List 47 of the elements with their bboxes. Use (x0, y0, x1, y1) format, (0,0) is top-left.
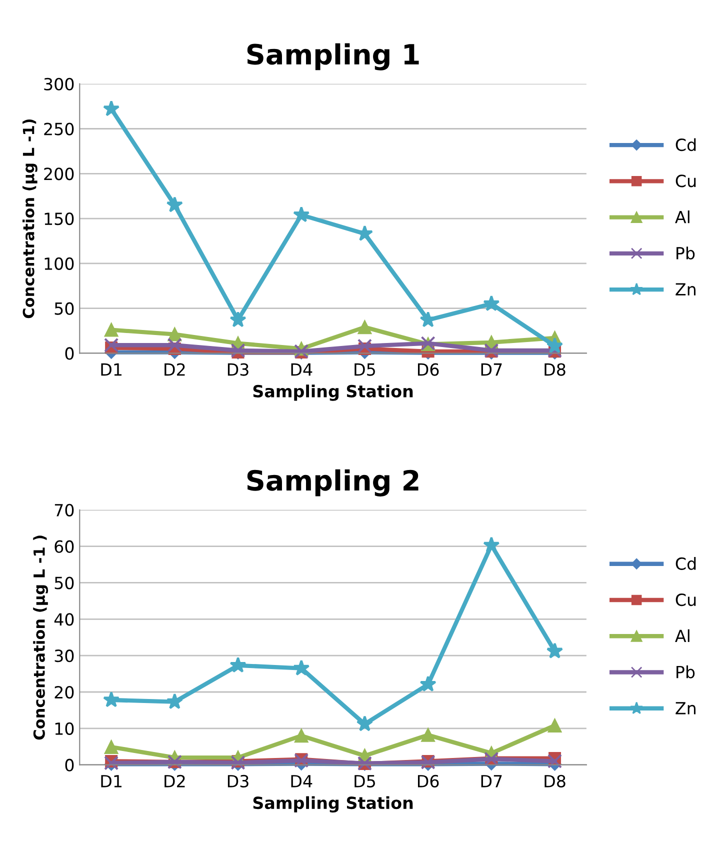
legend-label: Cu (676, 593, 696, 606)
y-tick-label: 100 (44, 257, 74, 270)
x-tick-label: D1 (101, 775, 122, 788)
x-tick-label: D5 (354, 775, 375, 788)
legend-label: Pb (676, 246, 695, 260)
x-tick-label: D4 (291, 775, 312, 788)
x-tick-label: D6 (418, 774, 439, 788)
legend-label: Cu (676, 174, 696, 188)
x-tick-label: D7 (481, 363, 502, 376)
chart-title: Sampling 1 (247, 43, 419, 70)
y-tick-label: 50 (54, 302, 74, 315)
x-axis-title: Sampling Station (253, 796, 413, 813)
y-tick-label: 200 (44, 168, 74, 180)
y-tick-label: 0 (65, 347, 74, 360)
y-tick-label: 150 (44, 212, 74, 226)
x-tick-label: D1 (101, 363, 122, 376)
y-tick-label: 60 (54, 540, 74, 553)
y-tick-label: 30 (54, 650, 74, 662)
x-tick-label: D6 (418, 363, 439, 376)
y-axis-title: Concentration (µg L -1) (22, 119, 38, 318)
x-tick-label: D4 (291, 363, 312, 376)
legend-label: Cd (676, 138, 696, 152)
x-tick-label: D8 (544, 774, 566, 788)
x-tick-label: D2 (164, 774, 185, 788)
legend-label: Zn (676, 702, 696, 714)
x-tick-label: D8 (544, 363, 566, 376)
legend-label: Al (675, 210, 690, 224)
legend-label: Al (675, 629, 690, 642)
x-tick-label: D2 (164, 363, 185, 376)
x-tick-label: D5 (354, 363, 375, 376)
x-axis-title: Sampling Station (253, 384, 413, 401)
y-tick-label: 0 (65, 758, 74, 772)
x-tick-label: D3 (228, 363, 248, 376)
y-axis-title: Concentration (µg L -1 ) (33, 536, 48, 740)
y-tick-label: 40 (54, 613, 74, 626)
legend-label: Pb (676, 665, 695, 678)
x-tick-label: D3 (228, 774, 248, 788)
y-tick-label: 10 (55, 722, 74, 735)
y-tick-label: 70 (54, 504, 74, 516)
legend-label: Zn (676, 283, 696, 296)
y-tick-label: 250 (44, 122, 74, 136)
legend-label: Cd (676, 557, 696, 570)
y-tick-label: 20 (54, 686, 74, 699)
x-tick-label: D7 (481, 775, 502, 788)
chart-title: Sampling 2 (247, 469, 418, 496)
y-tick-label: 300 (44, 78, 74, 90)
y-tick-label: 50 (54, 576, 74, 590)
